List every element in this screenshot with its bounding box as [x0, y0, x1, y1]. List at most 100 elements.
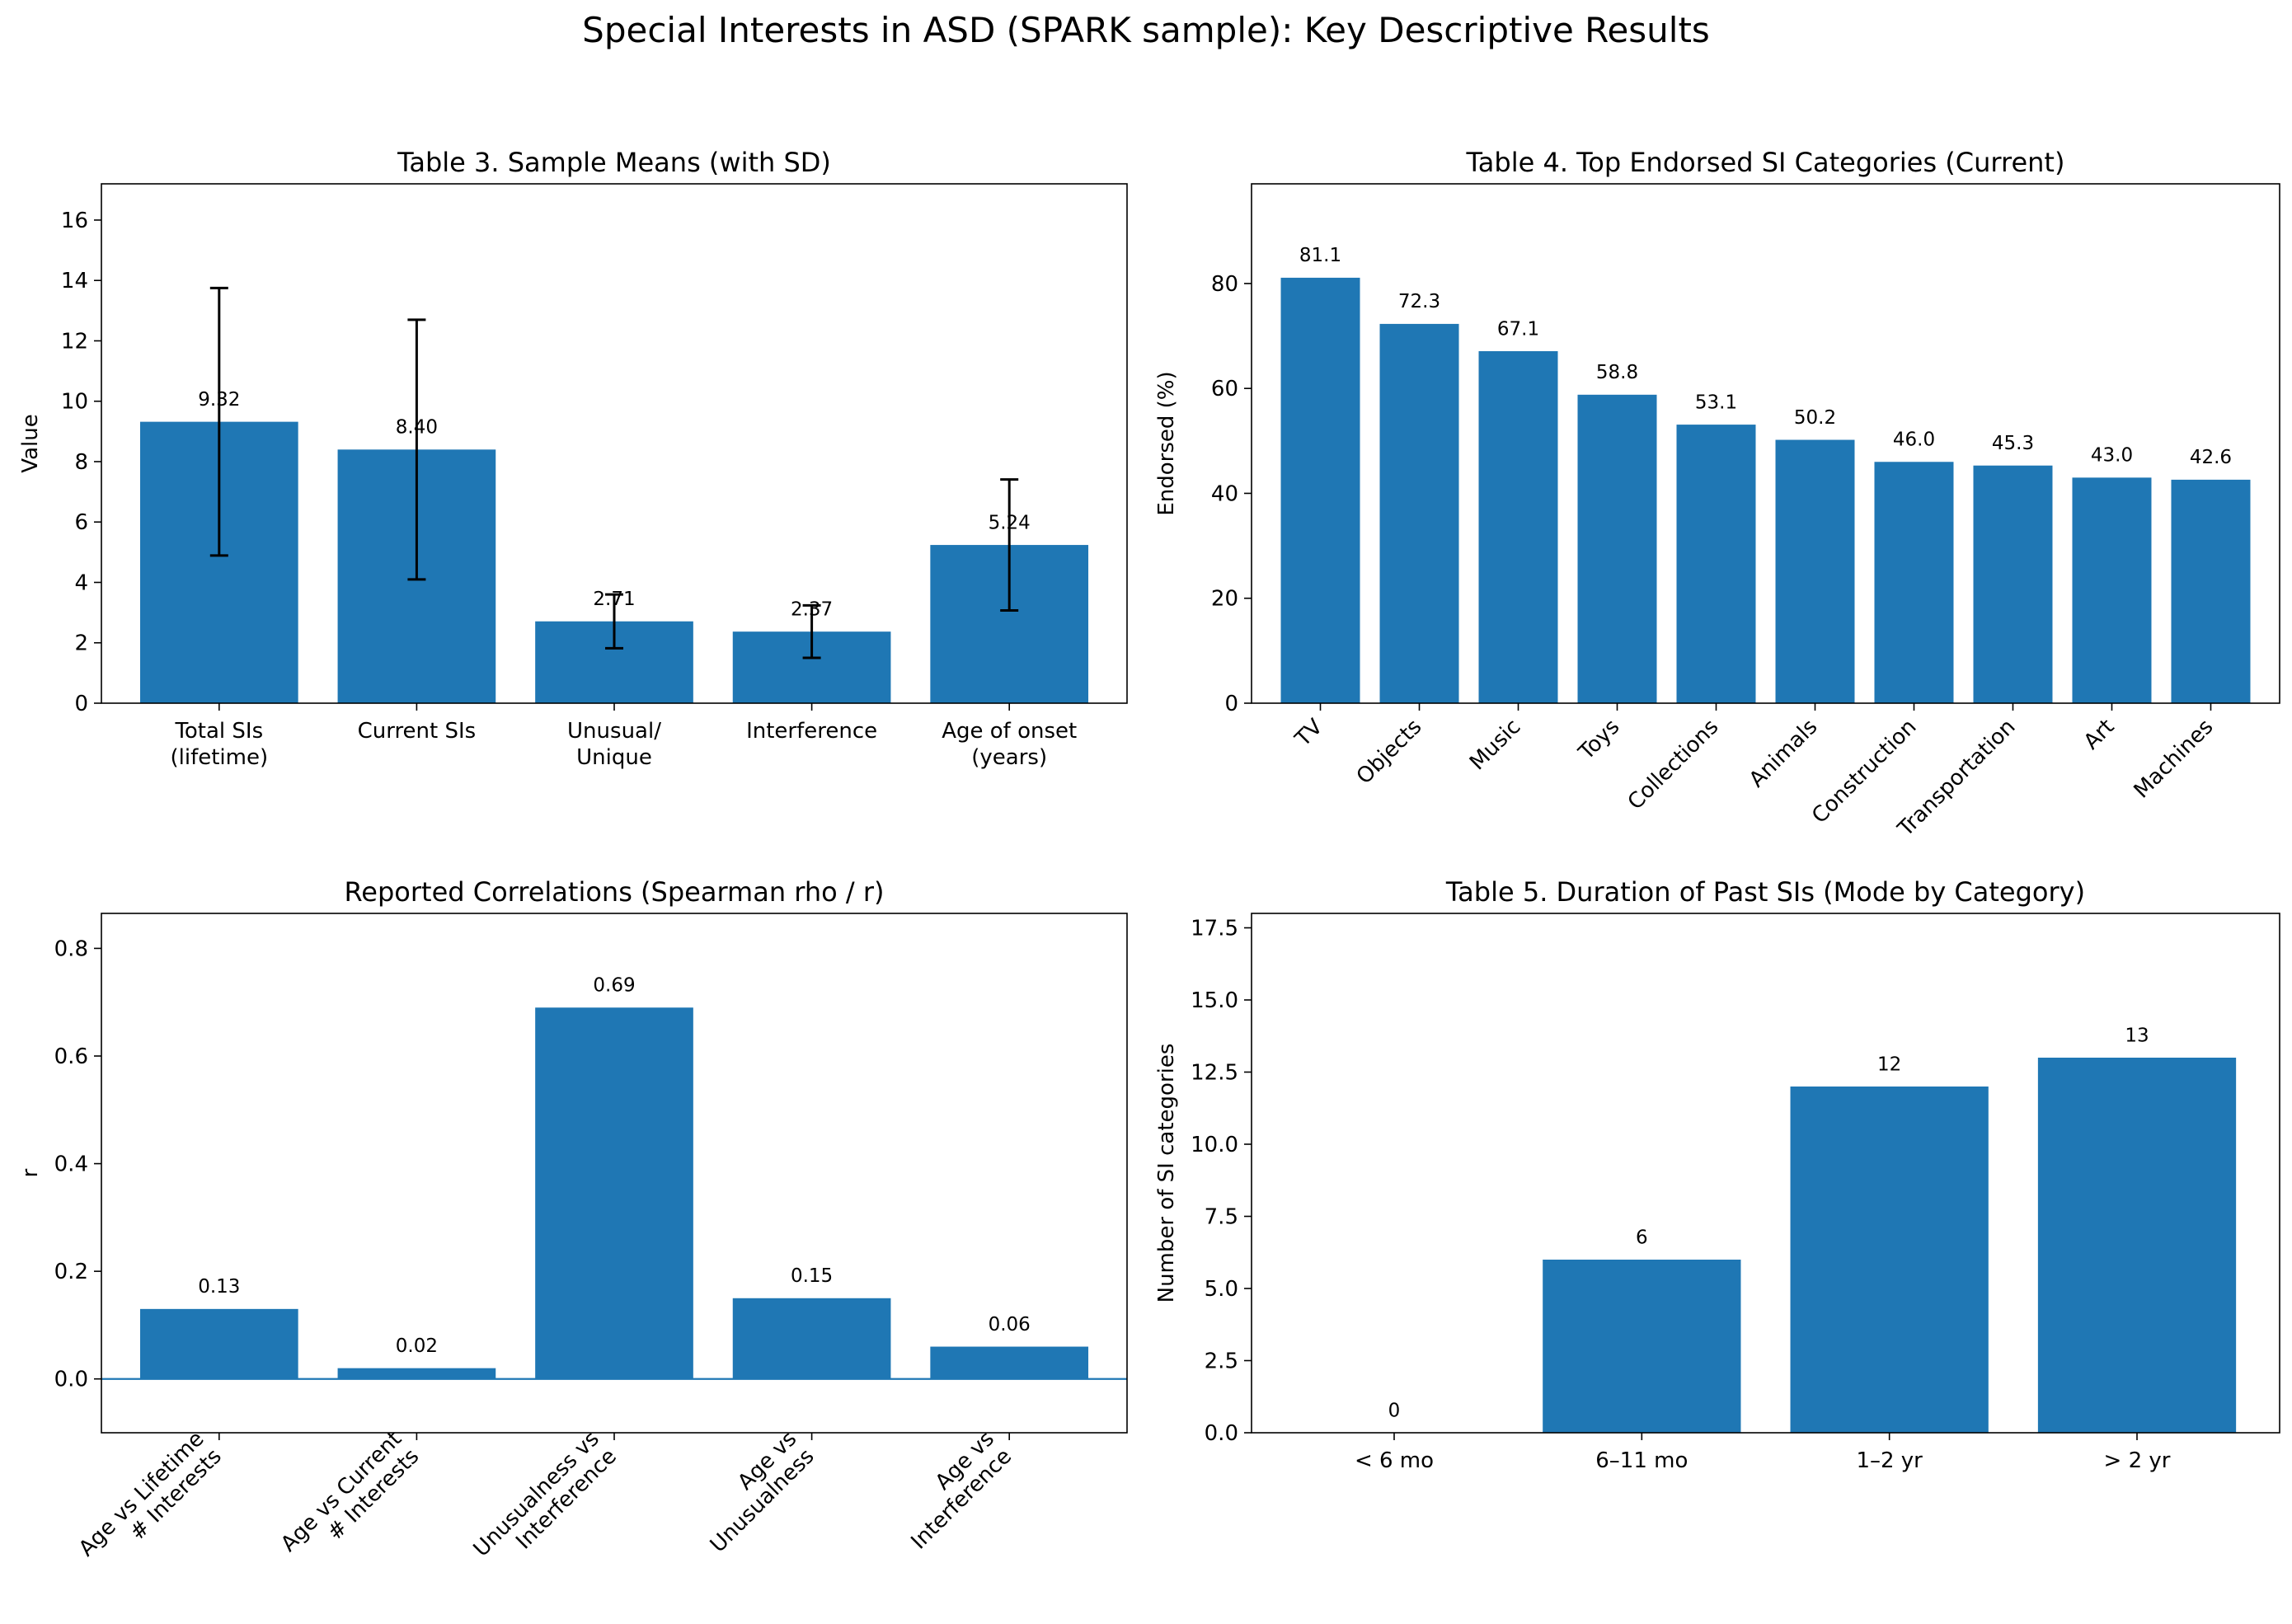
x-tick-label: Music — [1465, 715, 1526, 776]
x-tick-label-line: Age of onset — [942, 719, 1077, 744]
x-tick-label: Animals — [1745, 715, 1822, 792]
x-tick-label-line: Unique — [576, 745, 652, 770]
y-tick-label: 8 — [74, 450, 88, 475]
x-tick-label: Unusualness vsInterference — [469, 1427, 622, 1579]
figure: Special Interests in ASD (SPARK sample):… — [0, 0, 2292, 1624]
bar — [1874, 462, 1953, 703]
bar — [338, 1368, 496, 1379]
bar — [2072, 477, 2151, 703]
y-tick-label: 0.0 — [54, 1368, 88, 1392]
x-tick-label-line: Construction — [1807, 715, 1921, 828]
data-label: 0.13 — [198, 1276, 240, 1298]
data-label: 0 — [1388, 1400, 1401, 1421]
y-axis-label: r — [18, 1168, 43, 1177]
bar — [1479, 351, 1558, 703]
x-tick-label-line: (lifetime) — [170, 745, 268, 770]
data-label: 42.6 — [2190, 447, 2232, 468]
figure-title: Special Interests in ASD (SPARK sample):… — [0, 10, 2292, 50]
bar — [535, 1007, 693, 1378]
y-tick-label: 0.4 — [54, 1152, 88, 1177]
y-tick-label: 17.5 — [1191, 917, 1238, 941]
bar — [1281, 278, 1360, 703]
x-tick-label-line: Art — [2079, 715, 2120, 755]
data-label: 81.1 — [1299, 245, 1341, 266]
x-tick-label: Age vsUnusualness — [688, 1427, 820, 1558]
x-tick-label-line: Collections — [1623, 715, 1724, 815]
x-tick-label-line: Music — [1465, 715, 1526, 776]
data-label: 53.1 — [1695, 392, 1737, 413]
y-tick-label: 15.0 — [1191, 988, 1238, 1013]
x-tick-label-line: Unusual/ — [567, 719, 661, 744]
data-label: 58.8 — [1596, 362, 1638, 383]
y-tick-label: 60 — [1211, 377, 1238, 401]
bar — [930, 1347, 1088, 1379]
x-tick-label: > 2 yr — [2104, 1448, 2171, 1473]
data-label: 46.0 — [1893, 429, 1935, 451]
data-label: 5.24 — [989, 512, 1031, 533]
data-label: 43.0 — [2091, 445, 2133, 467]
y-axis-label: Endorsed (%) — [1154, 371, 1179, 515]
x-tick-label: Objects — [1352, 715, 1427, 790]
data-label: 12 — [1877, 1054, 1901, 1075]
y-tick-label: 80 — [1211, 272, 1238, 297]
x-tick-label: 1–2 yr — [1856, 1448, 1923, 1473]
x-tick-label: TV — [1290, 715, 1328, 753]
y-tick-label: 5.0 — [1205, 1277, 1238, 1302]
data-label: 0.69 — [593, 974, 635, 996]
chart-title: Table 5. Duration of Past SIs (Mode by C… — [1445, 876, 2085, 908]
bar — [140, 1309, 298, 1379]
y-tick-label: 12 — [61, 329, 88, 354]
x-tick-label: Unusual/Unique — [567, 719, 661, 770]
chart-title: Table 4. Top Endorsed SI Categories (Cur… — [1466, 147, 2065, 178]
y-tick-label: 2 — [74, 631, 88, 656]
x-tick-label-line: Toys — [1574, 715, 1625, 766]
y-axis-label: Value — [18, 414, 43, 472]
data-label: 0.15 — [791, 1265, 833, 1287]
x-tick-label: Interference — [746, 719, 877, 744]
x-tick-label-line: Total SIs — [174, 719, 263, 744]
y-tick-label: 20 — [1211, 587, 1238, 612]
x-tick-label: Art — [2079, 715, 2120, 755]
bar — [733, 1298, 891, 1379]
y-tick-label: 0 — [74, 692, 88, 716]
x-tick-label-line: Objects — [1352, 715, 1427, 790]
y-tick-label: 12.5 — [1191, 1061, 1238, 1086]
x-tick-label-line: TV — [1290, 715, 1328, 753]
bar — [1578, 395, 1657, 703]
chart-title: Reported Correlations (Spearman rho / r) — [345, 876, 885, 908]
bar — [1543, 1260, 1740, 1433]
y-tick-label: 0.8 — [54, 936, 88, 961]
x-tick-label: Machines — [2130, 715, 2219, 804]
y-tick-label: 10 — [61, 390, 88, 415]
chart-duration: Table 5. Duration of Past SIs (Mode by C… — [1146, 870, 2292, 1624]
y-tick-label: 0.6 — [54, 1044, 88, 1069]
data-label: 67.1 — [1497, 318, 1539, 340]
y-tick-label: 4 — [74, 570, 88, 595]
y-tick-label: 0.0 — [1205, 1421, 1238, 1446]
y-tick-label: 16 — [61, 209, 88, 233]
x-tick-label-line: < 6 mo — [1355, 1448, 1434, 1473]
x-tick-label: Construction — [1807, 715, 1921, 828]
y-tick-label: 0 — [1224, 692, 1238, 716]
y-tick-label: 40 — [1211, 481, 1238, 506]
data-label: 0.06 — [989, 1314, 1031, 1335]
bar — [1677, 425, 1756, 703]
x-tick-label: Current SIs — [358, 719, 477, 744]
y-tick-label: 6 — [74, 510, 88, 535]
x-tick-label: Total SIs (lifetime) — [170, 719, 268, 770]
bar — [1775, 440, 1854, 703]
chart-top-categories: Table 4. Top Endorsed SI Categories (Cur… — [1146, 140, 2292, 841]
data-label: 8.40 — [396, 417, 438, 439]
x-tick-label: Age vsInterference — [889, 1427, 1017, 1555]
x-tick-label-line: > 2 yr — [2104, 1448, 2171, 1473]
x-tick-label-line: 6–11 mo — [1595, 1448, 1688, 1473]
x-tick-label: Age vs Lifetime# Interests — [74, 1427, 227, 1579]
x-tick-label-line: Animals — [1745, 715, 1822, 792]
data-label: 9.32 — [198, 389, 240, 411]
data-label: 2.71 — [593, 589, 635, 610]
x-tick-label: Age of onset (years) — [942, 719, 1077, 770]
chart-sample-means: Table 3. Sample Means (with SD) 0 2 4 6 8 10 12… — [0, 140, 1146, 841]
y-axis-label: Number of SI categories — [1154, 1044, 1179, 1303]
x-tick-label-line: Interference — [746, 719, 877, 744]
bar — [1973, 466, 2052, 703]
